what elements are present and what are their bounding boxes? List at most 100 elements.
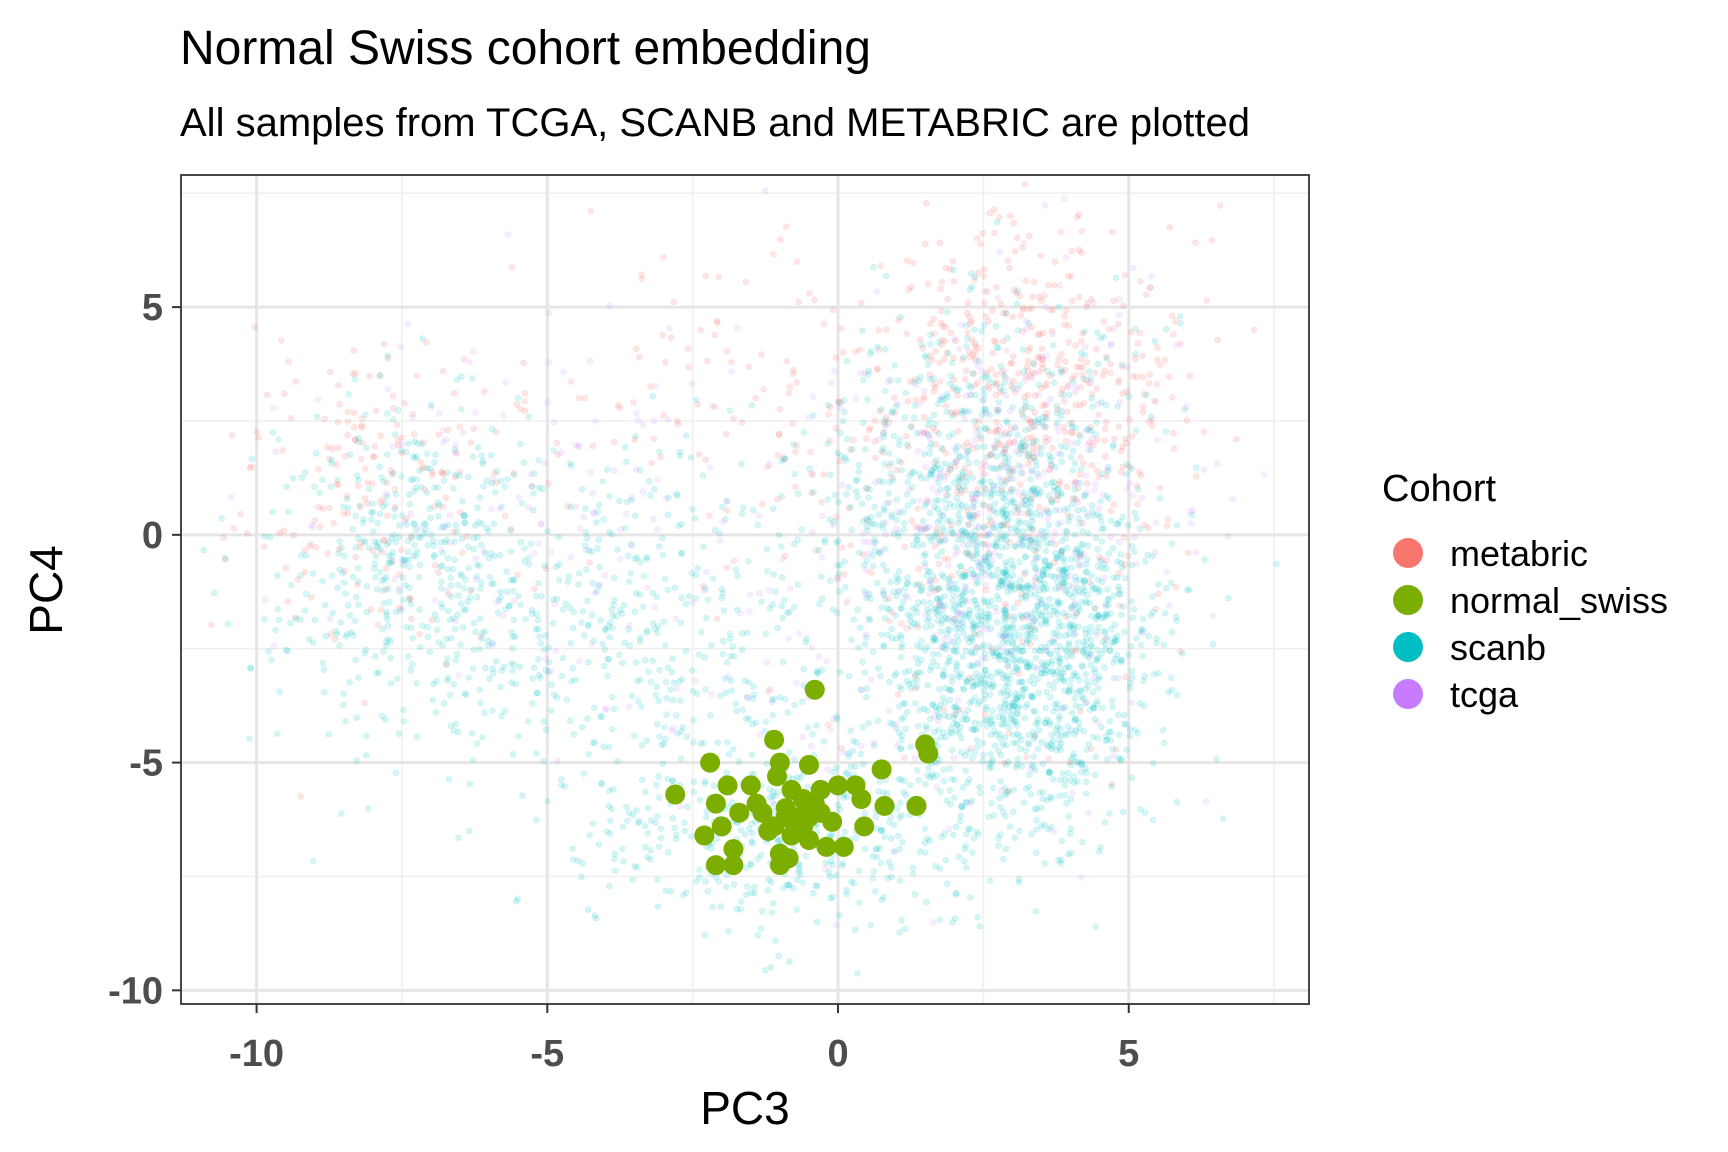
- scanb-point: [966, 639, 973, 646]
- scanb-point: [535, 484, 543, 492]
- scanb-point: [1065, 582, 1073, 590]
- scanb-point: [344, 601, 352, 609]
- scanb-point: [986, 877, 994, 885]
- metabric-point: [248, 463, 255, 471]
- scanb-point: [855, 468, 863, 476]
- scanb-point: [847, 727, 855, 735]
- scanb-point: [814, 668, 822, 676]
- metabric-point: [1016, 292, 1024, 300]
- scanb-point: [923, 572, 931, 580]
- metabric-point: [786, 383, 794, 390]
- scanb-point: [385, 598, 393, 606]
- tcga-point: [892, 720, 900, 728]
- tcga-point: [973, 491, 981, 498]
- metabric-point: [1002, 477, 1010, 485]
- scanb-point: [512, 680, 520, 688]
- scanb-point: [955, 499, 963, 507]
- scanb-point: [452, 656, 460, 664]
- metabric-point: [358, 422, 366, 430]
- scanb-point: [561, 782, 569, 790]
- tcga-point: [947, 581, 954, 588]
- scanb-point: [942, 504, 950, 512]
- tcga-point: [954, 696, 962, 704]
- metabric-point: [1026, 344, 1034, 352]
- scanb-point: [1065, 639, 1072, 647]
- scanb-point: [947, 526, 955, 533]
- scanb-point: [1094, 684, 1102, 692]
- scanb-point: [864, 396, 872, 404]
- scanb-point: [1071, 730, 1079, 738]
- scanb-point: [1050, 483, 1058, 491]
- metabric-point: [829, 306, 837, 314]
- scanb-point: [1022, 659, 1030, 667]
- scanb-point: [946, 657, 953, 665]
- metabric-point: [1034, 331, 1042, 339]
- scanb-point: [998, 544, 1005, 551]
- scanb-point: [742, 864, 750, 872]
- metabric-point: [1139, 403, 1147, 411]
- scanb-point: [1055, 743, 1063, 751]
- scanb-point: [994, 835, 1002, 842]
- scanb-point: [890, 821, 898, 829]
- metabric-point: [306, 542, 314, 550]
- scanb-point: [951, 776, 959, 784]
- tcga-point: [872, 478, 879, 486]
- scanb-point: [534, 655, 542, 663]
- scanb-point: [751, 889, 759, 897]
- scanb-point: [567, 639, 575, 647]
- scanb-point: [1004, 680, 1012, 688]
- scanb-point: [1010, 717, 1018, 724]
- metabric-point: [1026, 640, 1034, 648]
- scanb-point: [319, 659, 327, 667]
- scanb-point: [497, 593, 505, 601]
- scanb-point: [422, 520, 430, 528]
- scanb-point: [599, 640, 607, 648]
- scanb-point: [509, 633, 517, 641]
- scanb-point: [1002, 741, 1010, 749]
- metabric-point: [253, 428, 261, 436]
- metabric-point: [1115, 423, 1123, 430]
- scanb-point: [797, 774, 805, 782]
- scanb-point: [875, 511, 883, 518]
- scanb-point: [757, 925, 765, 932]
- metabric-point: [949, 385, 957, 393]
- scanb-point: [354, 564, 362, 572]
- scanb-point: [937, 628, 945, 635]
- x-tick-label: -5: [530, 1033, 564, 1075]
- metabric-point: [1101, 425, 1109, 433]
- metabric-point: [965, 674, 973, 682]
- scanb-point: [631, 608, 639, 616]
- metabric-point: [359, 439, 367, 447]
- metabric-point: [1024, 347, 1032, 355]
- metabric-point: [970, 370, 978, 378]
- metabric-point: [774, 495, 782, 503]
- scanb-point: [271, 626, 279, 634]
- metabric-point: [1076, 363, 1084, 371]
- tcga-point: [1081, 343, 1089, 351]
- scanb-point: [444, 521, 452, 529]
- scanb-point: [833, 609, 841, 617]
- scanb-point: [966, 699, 974, 707]
- scanb-point: [1023, 639, 1031, 647]
- scanb-point: [623, 803, 630, 811]
- scanb-point: [336, 566, 344, 574]
- scanb-point: [729, 745, 737, 753]
- metabric-point: [953, 458, 961, 466]
- scanb-point: [900, 519, 908, 527]
- metabric-point: [458, 549, 466, 556]
- tcga-point: [873, 288, 881, 295]
- metabric-point: [908, 422, 915, 430]
- metabric-point: [660, 411, 667, 419]
- metabric-point: [1161, 356, 1169, 364]
- scanb-point: [1003, 510, 1010, 518]
- scanb-point: [1052, 549, 1059, 557]
- scanb-point: [1010, 616, 1018, 624]
- scanb-point: [430, 459, 438, 466]
- metabric-point: [439, 503, 446, 511]
- metabric-point: [431, 502, 439, 510]
- scanb-point: [926, 509, 934, 517]
- scanb-point: [677, 727, 685, 735]
- scanb-point: [414, 439, 422, 447]
- scanb-point: [1093, 655, 1101, 663]
- metabric-point: [997, 300, 1005, 308]
